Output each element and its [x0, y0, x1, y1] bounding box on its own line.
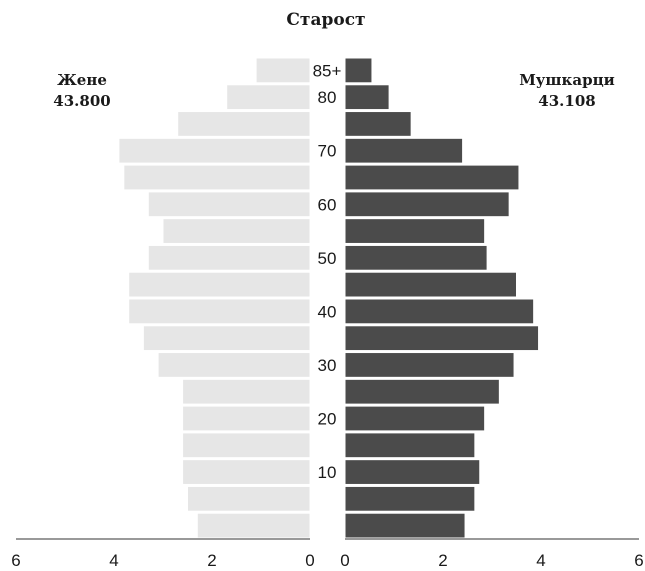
female-bar-80-84: [226, 84, 311, 111]
female-x-tick-label: 0: [305, 551, 314, 570]
male-bar-70-74: [344, 137, 464, 164]
male-bar-25-29: [344, 378, 500, 405]
female-bar-85+: [255, 57, 311, 84]
age-tick-label: 40: [318, 302, 337, 321]
female-bar-30-34: [157, 352, 311, 378]
female-bar-15-19: [182, 432, 311, 459]
female-bar-75-79: [177, 111, 311, 137]
female-bar-60-64: [147, 191, 311, 218]
age-axis-labels: 10 20 30 40 50 60 70 80 85+: [313, 61, 342, 482]
age-tick-label: 85+: [313, 61, 342, 80]
male-series-name: Мушкарци: [519, 71, 615, 89]
age-tick-label: 70: [318, 142, 337, 161]
female-bar-5-9: [187, 485, 311, 512]
male-bar-15-19: [344, 432, 476, 459]
female-bar-25-29: [182, 378, 311, 405]
female-total: 43.800: [53, 92, 110, 110]
female-x-tick-label: 6: [11, 551, 20, 570]
male-total: 43.108: [538, 92, 595, 110]
male-bar-10-14: [344, 459, 481, 485]
male-bar-0-4: [344, 512, 466, 539]
male-bar-35-39: [344, 325, 540, 352]
female-bar-45-49: [128, 271, 311, 298]
female-bar-40-44: [128, 298, 311, 325]
male-bar-45-49: [344, 271, 517, 298]
female-bar-50-54: [147, 244, 311, 271]
male-bar-55-59: [344, 218, 486, 244]
male-bar-80-84: [344, 84, 390, 111]
male-bars: [344, 57, 540, 539]
male-bar-85+: [344, 57, 373, 84]
female-x-tick-label: 4: [109, 551, 118, 570]
male-bar-5-9: [344, 485, 476, 512]
age-tick-label: 80: [318, 88, 337, 107]
chart-title: Старост: [286, 10, 365, 30]
female-bars: [118, 57, 311, 539]
male-bar-20-24: [344, 405, 486, 432]
male-bar-65-69: [344, 164, 520, 191]
female-bar-70-74: [118, 137, 311, 164]
female-bar-10-14: [182, 459, 311, 485]
male-x-tick-label: 4: [536, 551, 545, 570]
male-bar-30-34: [344, 352, 515, 378]
age-tick-label: 10: [318, 463, 337, 482]
female-bar-20-24: [182, 405, 311, 432]
female-bar-0-4: [196, 512, 311, 539]
age-tick-label: 50: [318, 249, 337, 268]
male-x-tick-label: 6: [634, 551, 643, 570]
female-bar-65-69: [123, 164, 311, 191]
female-bar-55-59: [162, 218, 311, 244]
age-tick-label: 60: [318, 195, 337, 214]
male-bar-40-44: [344, 298, 535, 325]
male-bar-50-54: [344, 244, 488, 271]
age-tick-label: 20: [318, 410, 337, 429]
male-x-tick-label: 2: [438, 551, 447, 570]
age-tick-label: 30: [318, 356, 337, 375]
male-bar-60-64: [344, 191, 510, 218]
female-bar-35-39: [142, 325, 311, 352]
female-series-name: Жене: [57, 71, 107, 89]
female-x-tick-label: 2: [207, 551, 216, 570]
male-x-tick-label: 0: [340, 551, 349, 570]
male-bar-75-79: [344, 111, 412, 137]
x-axis-labels: 6 6 4 4 2 2 0 0: [11, 551, 643, 570]
